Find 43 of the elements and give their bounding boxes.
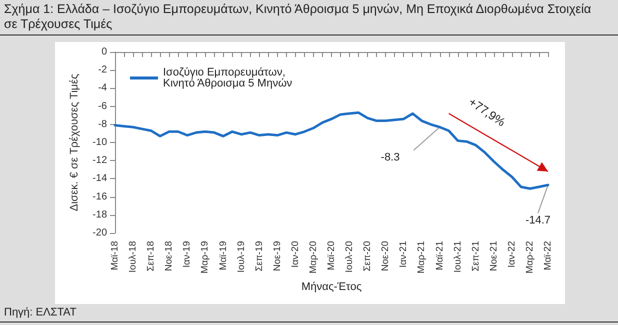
x-tick-label: Μαϊ-22 [542, 241, 554, 270]
x-tick-label: Μαϊ-19 [218, 241, 229, 270]
x-tick-label: Σεπ-19 [254, 241, 265, 272]
x-tick-label: Σεπ-18 [146, 241, 157, 272]
x-tick-label: Νοε-19 [272, 241, 283, 272]
x-tick-label: Μαρ-22 [524, 241, 536, 274]
x-tick-label: Μαϊ-21 [434, 241, 446, 270]
x-tick-label: Ιαν-21 [398, 241, 410, 268]
x-axis-title: Μήνας-Έτος [301, 280, 362, 293]
y-tick-label: -4 [98, 82, 108, 94]
x-tick-label: Νοε-21 [488, 241, 500, 272]
x-tick-label: Ιουλ-18 [128, 241, 139, 273]
y-tick-label: -18 [92, 209, 108, 220]
x-tick-label: Μαρ-21 [416, 241, 428, 274]
chart-title: Σχήμα 1: Ελλάδα – Ισοζύγιο Εμπορευμάτων, Κινητό Άθροισμα 5 μηνών, Μη Εποχικά Διορθωμένα Στοιχεία σε Τρέχουσες Τιμές [4, 2, 592, 32]
x-tick-label: Ιαν-22 [506, 241, 518, 268]
y-tick-label: -12 [92, 155, 108, 166]
x-tick-label: Νοε-20 [380, 241, 392, 272]
y-tick-label: 0 [101, 46, 108, 58]
x-tick-label: Σεπ-21 [470, 241, 482, 272]
y-tick-label: -10 [92, 137, 108, 148]
x-tick-label: Ιουλ-19 [236, 241, 247, 273]
y-tick-label: -8 [98, 118, 108, 130]
y-tick-label: -2 [98, 64, 108, 76]
x-tick-label: Μαϊ-18 [110, 241, 120, 270]
annotation: -8.3 [380, 152, 400, 164]
text: Πηγή: ΕΛΣΤΑΤ [4, 306, 77, 318]
legend-label: Ισοζύγιο Εμπορευμάτων, Κινητό Άθροισμα 5 Μηνών [163, 66, 293, 90]
y-tick-label: -20 [92, 228, 108, 238]
x-tick-label: Ιαν-20 [290, 241, 301, 268]
y-tick-label: -16 [92, 191, 108, 202]
y-axis-title: Δισεκ. € σε Τρέχουσες Τιμές [68, 74, 80, 212]
x-tick-label: Σεπ-20 [362, 241, 374, 272]
x-tick-label: Ιουλ-21 [452, 241, 464, 273]
x-tick-label: Ιουλ-20 [344, 241, 356, 273]
annotation: -14.7 [525, 214, 551, 227]
x-tick-label: Νοε-18 [164, 241, 175, 272]
y-tick-label: -6 [98, 100, 108, 112]
x-tick-label: Μαϊ-20 [326, 241, 337, 270]
x-tick-label: Μαρ-19 [200, 241, 211, 274]
y-tick-label: -14 [92, 173, 108, 184]
x-tick-label: Ιαν-19 [182, 241, 193, 268]
x-tick-label: Μαρ-20 [308, 241, 319, 274]
